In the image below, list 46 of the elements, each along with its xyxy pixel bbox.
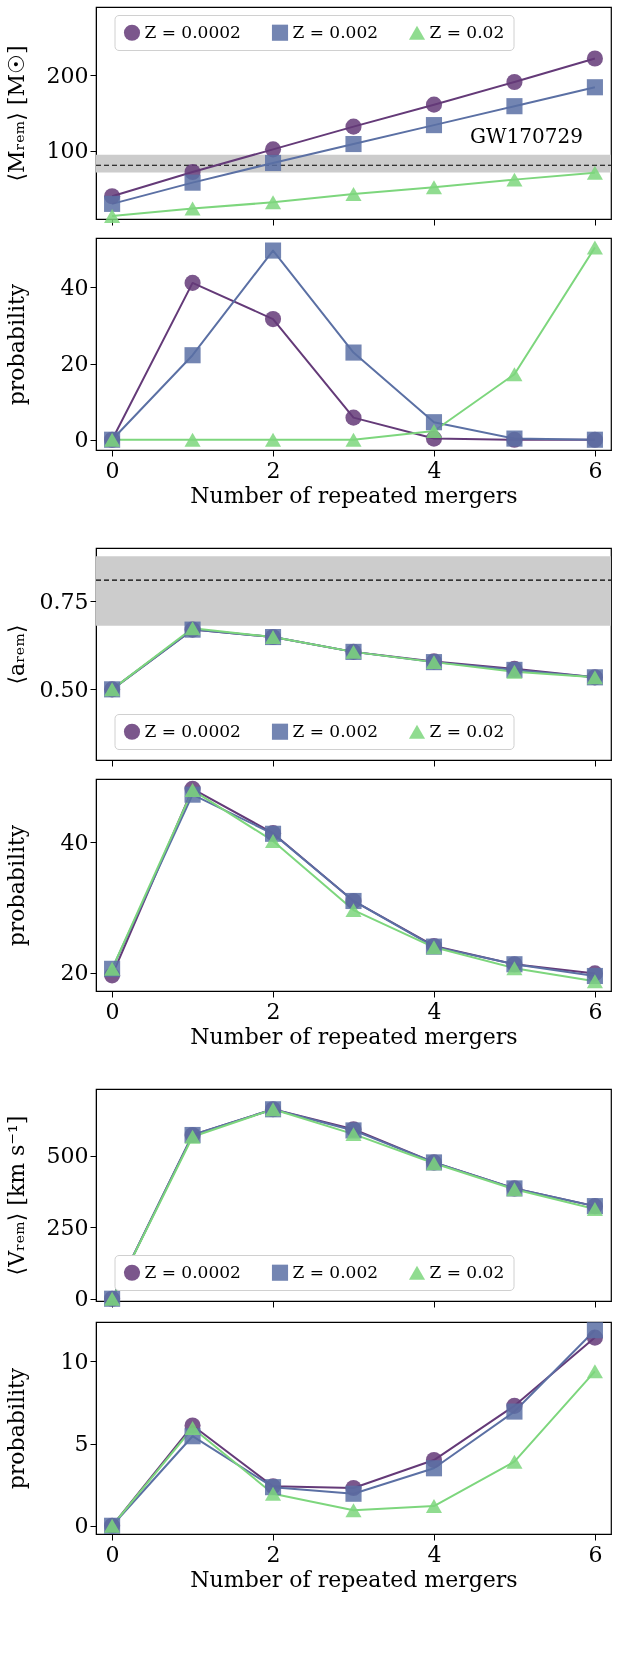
legend-label: Z = 0.02 [429,720,505,741]
y-axis-title: probability [3,283,29,406]
y-tick-label: 0 [74,1286,89,1312]
y-tick-label: 10 [60,1348,89,1374]
legend-label: Z = 0.0002 [144,1261,241,1282]
x-tick-label: 2 [266,457,281,483]
legend-label: Z = 0.002 [292,720,379,741]
x-tick-label: 0 [105,1541,120,1567]
y-tick-label: 200 [46,62,89,88]
x-tick-label: 4 [427,457,442,483]
x-tick-label: 4 [427,998,442,1024]
y-tick-label: 0 [74,427,89,453]
band-label: GW170729 [470,123,583,148]
x-tick-label: 0 [105,998,120,1024]
y-tick-label: 500 [46,1143,89,1169]
x-tick-label: 6 [588,1541,603,1567]
x-axis-title: Number of repeated mergers [190,1023,518,1049]
x-tick-label: 4 [427,1541,442,1567]
y-axis-title: ⟨aᵣₑₘ⟩ [3,624,29,685]
y-axis-title: ⟨Mᵣₑₘ⟩ [M☉] [3,45,29,182]
x-axis-title: Number of repeated mergers [190,482,518,508]
y-tick-label: 40 [60,274,89,300]
y-tick-label: 100 [46,138,89,164]
legend-label: Z = 0.002 [292,21,379,42]
legend-label: Z = 0.0002 [144,21,241,42]
y-tick-label: 0.50 [39,676,89,702]
x-tick-label: 2 [266,1541,281,1567]
legend-label: Z = 0.02 [429,21,505,42]
y-axis-title: probability [3,824,29,947]
y-tick-label: 250 [46,1214,89,1240]
y-tick-label: 0 [74,1513,89,1539]
x-tick-label: 6 [588,998,603,1024]
y-tick-label: 40 [60,829,89,855]
y-tick-label: 20 [60,960,89,986]
y-axis-title: probability [3,1367,29,1490]
y-tick-label: 5 [74,1431,89,1457]
legend-label: Z = 0.02 [429,1261,505,1282]
x-axis-title: Number of repeated mergers [190,1566,518,1592]
legend-label: Z = 0.0002 [144,720,241,741]
y-tick-label: 0.75 [39,588,89,614]
x-tick-label: 0 [105,457,120,483]
legend-label: Z = 0.002 [292,1261,379,1282]
x-tick-label: 6 [588,457,603,483]
y-axis-title: ⟨Vᵣₑₘ⟩ [km s⁻¹] [3,1115,29,1276]
x-tick-label: 2 [266,998,281,1024]
y-tick-label: 20 [60,351,89,377]
